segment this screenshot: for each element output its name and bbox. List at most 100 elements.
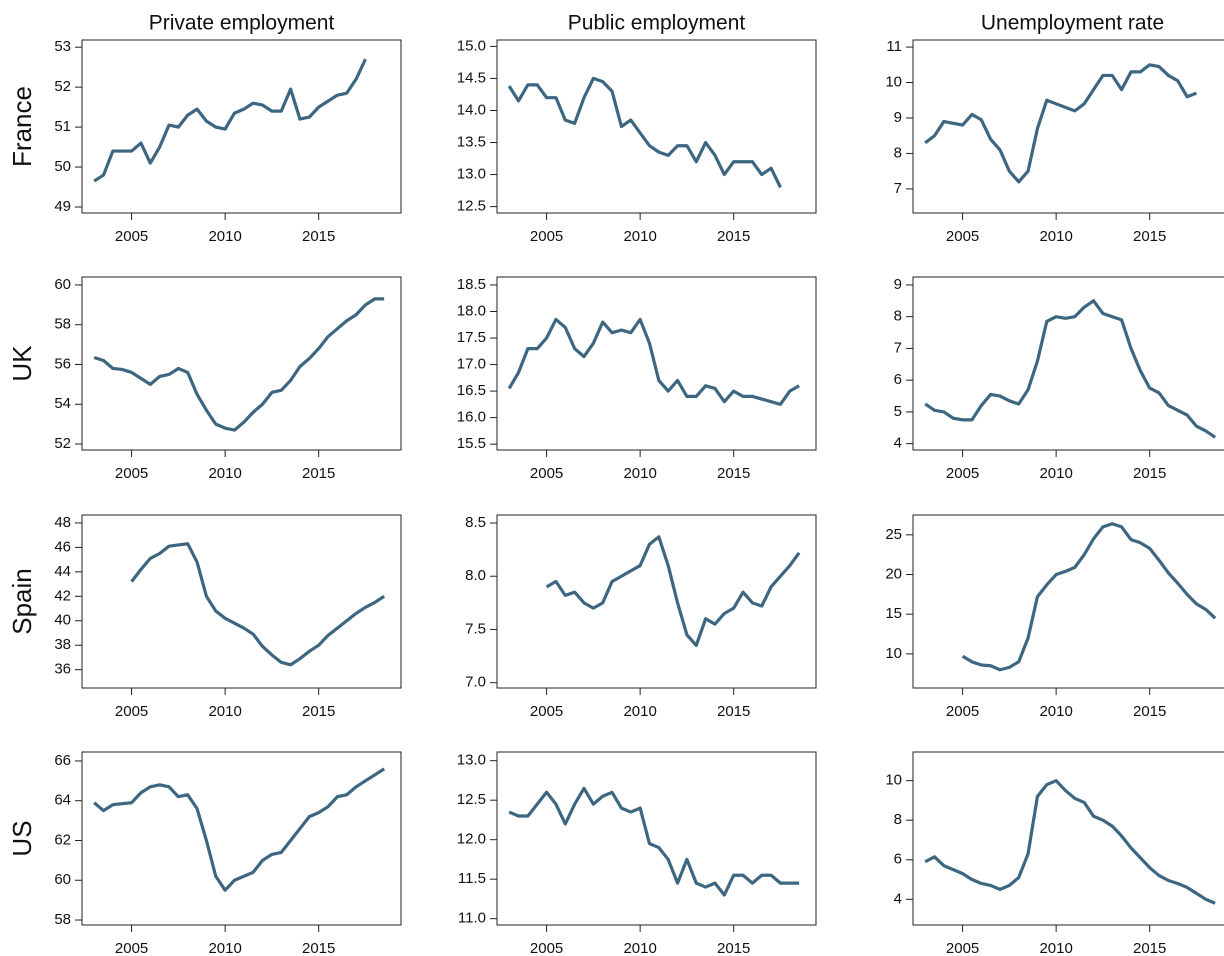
data-line bbox=[507, 76, 782, 189]
plot-frame bbox=[912, 39, 1224, 214]
x-tick-label: 2015 bbox=[302, 465, 335, 482]
x-tick-label: 2005 bbox=[946, 940, 979, 956]
y-tick-label: 53 bbox=[54, 38, 71, 55]
x-tick-label: 2010 bbox=[1039, 228, 1072, 245]
plot-frame bbox=[81, 751, 402, 926]
x-tick-label: 2005 bbox=[530, 703, 563, 720]
y-tick-label: 7 bbox=[894, 339, 902, 356]
y-tick-label: 17.5 bbox=[457, 329, 486, 346]
y-tick-label: 10 bbox=[885, 645, 902, 662]
y-tick-label: 14.5 bbox=[457, 69, 486, 86]
y-tick-label: 14.0 bbox=[457, 101, 486, 118]
y-tick-label: 13.0 bbox=[457, 752, 486, 769]
y-tick-label: 25 bbox=[885, 526, 902, 543]
x-tick-label: 2010 bbox=[623, 703, 656, 720]
y-tick-label: 52 bbox=[54, 78, 71, 95]
y-tick-label: 15.0 bbox=[457, 37, 486, 54]
y-tick-label: 12.5 bbox=[457, 198, 486, 215]
x-tick-label: 2015 bbox=[717, 703, 750, 720]
y-tick-label: 38 bbox=[54, 636, 71, 653]
x-tick-label: 2015 bbox=[1133, 940, 1166, 956]
column-title: Private employment bbox=[149, 12, 335, 35]
y-tick-label: 8 bbox=[894, 811, 902, 828]
x-tick-label: 2005 bbox=[115, 465, 148, 482]
column-title: Unemployment rate bbox=[981, 12, 1164, 35]
x-tick-label: 2010 bbox=[208, 940, 241, 956]
x-tick-label: 2015 bbox=[302, 703, 335, 720]
data-line bbox=[93, 297, 385, 432]
x-tick-label: 2010 bbox=[208, 465, 241, 482]
x-tick-label: 2005 bbox=[530, 940, 563, 956]
plot-frame bbox=[496, 276, 817, 451]
x-tick-label: 2010 bbox=[208, 703, 241, 720]
plot-frame bbox=[496, 751, 817, 926]
y-tick-label: 44 bbox=[54, 563, 71, 580]
x-tick-label: 2015 bbox=[717, 940, 750, 956]
x-tick-label: 2015 bbox=[302, 940, 335, 956]
row-label: Spain bbox=[7, 568, 37, 635]
x-tick-label: 2015 bbox=[1133, 228, 1166, 245]
y-tick-label: 4 bbox=[894, 890, 902, 907]
data-line bbox=[924, 779, 1216, 905]
data-line bbox=[507, 317, 800, 406]
x-tick-label: 2005 bbox=[530, 465, 563, 482]
x-tick-label: 2010 bbox=[623, 228, 656, 245]
data-line bbox=[924, 63, 1198, 184]
y-tick-label: 49 bbox=[54, 198, 71, 215]
y-tick-label: 7.0 bbox=[465, 674, 486, 691]
x-tick-label: 2010 bbox=[623, 465, 656, 482]
y-tick-label: 40 bbox=[54, 612, 71, 629]
plot-frame bbox=[496, 514, 817, 689]
y-tick-label: 6 bbox=[894, 371, 902, 388]
row-label: France bbox=[7, 86, 37, 167]
column-title: Public employment bbox=[568, 12, 746, 35]
y-tick-label: 5 bbox=[894, 403, 902, 420]
y-tick-label: 9 bbox=[894, 276, 902, 293]
plot-frame bbox=[81, 39, 402, 214]
y-tick-label: 13.0 bbox=[457, 166, 486, 183]
row-label: UK bbox=[7, 345, 37, 382]
data-line bbox=[130, 542, 386, 667]
plot-frame bbox=[496, 39, 817, 214]
data-line bbox=[545, 535, 801, 648]
x-tick-label: 2005 bbox=[115, 703, 148, 720]
y-tick-label: 58 bbox=[54, 911, 71, 928]
y-tick-label: 4 bbox=[894, 435, 902, 452]
y-tick-label: 48 bbox=[54, 514, 71, 531]
y-tick-label: 62 bbox=[54, 831, 71, 848]
x-tick-label: 2015 bbox=[717, 465, 750, 482]
y-tick-label: 60 bbox=[54, 276, 71, 293]
y-tick-label: 36 bbox=[54, 661, 71, 678]
y-tick-label: 8.0 bbox=[465, 567, 486, 584]
y-tick-label: 56 bbox=[54, 355, 71, 372]
x-tick-label: 2010 bbox=[623, 940, 656, 956]
y-tick-label: 8 bbox=[894, 144, 902, 161]
plot-frame bbox=[81, 514, 402, 689]
y-tick-label: 12.5 bbox=[457, 791, 486, 808]
x-tick-label: 2015 bbox=[1133, 703, 1166, 720]
row-label: US bbox=[7, 820, 37, 856]
y-tick-label: 10 bbox=[885, 772, 902, 789]
y-tick-label: 51 bbox=[54, 118, 71, 135]
plot-frame bbox=[912, 276, 1224, 451]
y-tick-label: 15 bbox=[885, 605, 902, 622]
plot-frame bbox=[912, 514, 1224, 689]
y-tick-label: 42 bbox=[54, 587, 71, 604]
y-tick-label: 7 bbox=[894, 180, 902, 197]
data-line bbox=[508, 786, 800, 897]
x-tick-label: 2015 bbox=[1133, 465, 1166, 482]
y-tick-label: 66 bbox=[54, 752, 71, 769]
x-tick-label: 2015 bbox=[302, 228, 335, 245]
y-tick-label: 7.5 bbox=[465, 620, 486, 637]
y-tick-label: 13.5 bbox=[457, 133, 486, 150]
y-tick-label: 46 bbox=[54, 538, 71, 555]
x-tick-label: 2015 bbox=[717, 228, 750, 245]
y-tick-label: 11 bbox=[886, 38, 902, 55]
x-tick-label: 2005 bbox=[946, 703, 979, 720]
y-tick-label: 58 bbox=[54, 316, 71, 333]
y-tick-label: 8 bbox=[894, 308, 902, 325]
x-tick-label: 2005 bbox=[115, 228, 148, 245]
data-line bbox=[961, 522, 1217, 672]
y-tick-label: 20 bbox=[885, 565, 902, 582]
